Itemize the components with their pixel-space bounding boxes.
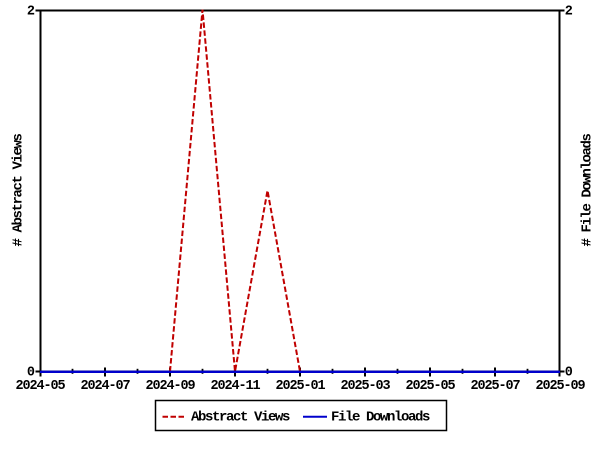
svg-text:2: 2 (27, 5, 35, 20)
svg-text:2: 2 (565, 5, 573, 20)
svg-text:2024-11: 2024-11 (210, 379, 260, 394)
svg-text:2025-09: 2025-09 (535, 379, 585, 394)
svg-text:File Downloads: File Downloads (331, 410, 430, 426)
svg-text:2025-05: 2025-05 (405, 379, 455, 394)
svg-text:2024-09: 2024-09 (145, 379, 195, 394)
svg-text:0: 0 (565, 366, 573, 381)
svg-text:# File Downloads: # File Downloads (580, 133, 596, 246)
svg-text:Abstract Views: Abstract Views (191, 410, 290, 426)
svg-text:2024-05: 2024-05 (15, 379, 65, 394)
svg-text:2025-01: 2025-01 (275, 379, 325, 394)
svg-text:2025-03: 2025-03 (340, 379, 390, 394)
svg-text:2025-07: 2025-07 (470, 379, 520, 394)
svg-text:2024-07: 2024-07 (80, 379, 130, 394)
svg-text:0: 0 (27, 366, 35, 381)
svg-text:# Abstract Views: # Abstract Views (11, 133, 27, 246)
